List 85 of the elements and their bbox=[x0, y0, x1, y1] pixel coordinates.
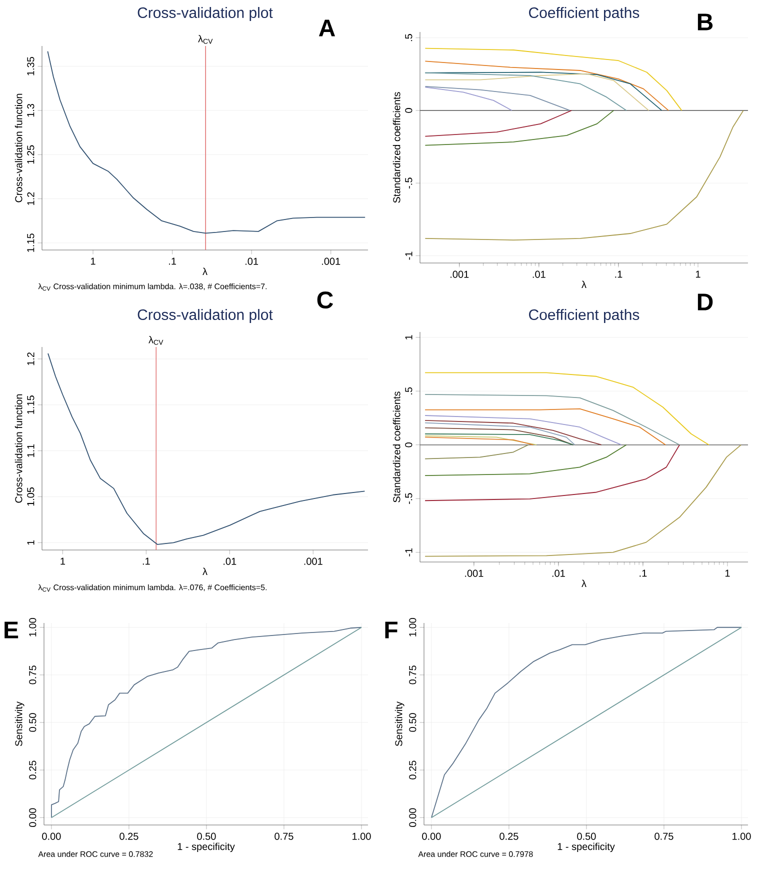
y-axis-title: Standardized coefficients bbox=[392, 392, 400, 502]
x-tick-label: .01 bbox=[246, 258, 258, 265]
x-axis-title: 1 - specificity bbox=[558, 842, 615, 852]
y-tick-label: 1.3 bbox=[27, 104, 34, 117]
x-tick-label: .01 bbox=[224, 558, 236, 565]
x-tick-label: 0.75 bbox=[654, 832, 674, 840]
y-tick-label: 0.25 bbox=[409, 760, 416, 780]
y-axis-title: Sensitivity bbox=[394, 702, 404, 746]
text: B bbox=[698, 14, 713, 30]
x-tick-label: 0.50 bbox=[577, 832, 596, 840]
y-axis-title: Standardized coefficients bbox=[392, 92, 400, 203]
ref-line-label: λ$_{CV}$ bbox=[148, 336, 164, 345]
x-tick-label: .001 bbox=[304, 558, 322, 565]
y-tick-label: 1.1 bbox=[27, 444, 34, 457]
text: D bbox=[698, 294, 713, 310]
x-tick-label: 0.25 bbox=[120, 832, 138, 840]
y-tick-label: -1 bbox=[405, 548, 412, 556]
y-tick-label: -.5 bbox=[405, 178, 412, 188]
y-tick-label: 1.2 bbox=[27, 192, 34, 205]
y-tick-label: 0.00 bbox=[409, 808, 416, 827]
y-tick-label: 0.75 bbox=[409, 666, 416, 684]
text: F bbox=[385, 622, 398, 638]
x-tick-label: 1 bbox=[60, 558, 65, 565]
text: Area under ROC curve = 0.7978 bbox=[418, 851, 533, 857]
text: C bbox=[317, 292, 334, 308]
x-tick-label: .1 bbox=[169, 258, 176, 265]
x-axis-title: λ bbox=[202, 568, 208, 575]
x-axis-title: λ bbox=[582, 580, 586, 587]
x-tick-label: .1 bbox=[142, 558, 150, 565]
y-axis-title: Cross-validation function bbox=[14, 94, 22, 202]
line-series bbox=[430, 626, 742, 818]
y-tick-label: 1.05 bbox=[27, 487, 34, 506]
y-tick-label: 1.15 bbox=[27, 234, 34, 252]
y-tick-label: 1 bbox=[27, 540, 34, 545]
x-tick-label: 0.00 bbox=[422, 832, 441, 840]
x-tick-label: .1 bbox=[640, 570, 647, 577]
x-tick-label: 0.75 bbox=[274, 832, 294, 840]
y-tick-label: -1 bbox=[405, 252, 412, 260]
y-tick-label: 0 bbox=[405, 442, 412, 448]
y-tick-label: 0.50 bbox=[29, 713, 36, 732]
y-tick-label: 1.25 bbox=[27, 145, 34, 164]
y-tick-label: 1.2 bbox=[27, 352, 34, 366]
text: λ$_{CV}$ Cross-validation minimum lambda. λ=.038, # Coefficients=7. bbox=[38, 283, 267, 291]
y-tick-label: .5 bbox=[405, 387, 412, 394]
x-axis-title: λ bbox=[582, 280, 586, 288]
y-tick-label: 0.50 bbox=[409, 713, 416, 732]
x-tick-label: .001 bbox=[322, 258, 340, 265]
y-tick-label: 1.00 bbox=[409, 618, 416, 636]
text: λ$_{CV}$ Cross-validation minimum lambda. λ=.076, # Coefficients=5. bbox=[38, 584, 267, 592]
x-tick-label: 1 bbox=[696, 270, 700, 278]
y-tick-label: 1.15 bbox=[27, 396, 34, 414]
y-tick-label: 1 bbox=[405, 335, 412, 340]
chart-title: Cross-validation plot bbox=[138, 309, 273, 323]
y-tick-label: 1.00 bbox=[29, 618, 36, 636]
text: A bbox=[318, 20, 336, 36]
x-tick-label: .01 bbox=[532, 270, 546, 278]
x-tick-label: .001 bbox=[450, 270, 469, 278]
x-tick-label: .01 bbox=[552, 570, 565, 577]
chart-title: Coefficient paths bbox=[529, 7, 640, 21]
text: Area under ROC curve = 0.7832 bbox=[38, 851, 153, 857]
y-tick-label: 0 bbox=[405, 108, 412, 113]
y-tick-label: 1.35 bbox=[27, 56, 34, 76]
x-tick-label: 1.00 bbox=[352, 832, 371, 840]
x-tick-label: 1 bbox=[91, 258, 96, 265]
y-tick-label: 0.75 bbox=[29, 666, 36, 684]
x-tick-label: 0.00 bbox=[42, 832, 61, 840]
x-axis-title: 1 - specificity bbox=[178, 842, 235, 852]
x-tick-label: 1.00 bbox=[732, 832, 751, 840]
x-tick-label: 0.50 bbox=[197, 832, 216, 840]
x-tick-label: 0.25 bbox=[500, 832, 518, 840]
x-tick-label: .1 bbox=[615, 270, 622, 278]
x-tick-label: 1 bbox=[725, 570, 730, 577]
line-series bbox=[50, 626, 362, 818]
y-tick-label: 0.25 bbox=[29, 760, 36, 780]
chart-title: Coefficient paths bbox=[529, 309, 640, 323]
text: E bbox=[4, 622, 18, 638]
x-axis-title: λ bbox=[202, 268, 208, 275]
y-axis-title: Cross-validation function bbox=[14, 394, 22, 503]
y-tick-label: -.5 bbox=[405, 493, 412, 504]
x-tick-label: .001 bbox=[465, 570, 484, 577]
ref-line-label: λ$_{CV}$ bbox=[198, 34, 213, 44]
y-tick-label: .5 bbox=[405, 34, 412, 42]
y-axis-title: Sensitivity bbox=[14, 702, 24, 746]
y-tick-label: 0.00 bbox=[29, 808, 36, 827]
chart-title: Cross-validation plot bbox=[138, 7, 273, 21]
